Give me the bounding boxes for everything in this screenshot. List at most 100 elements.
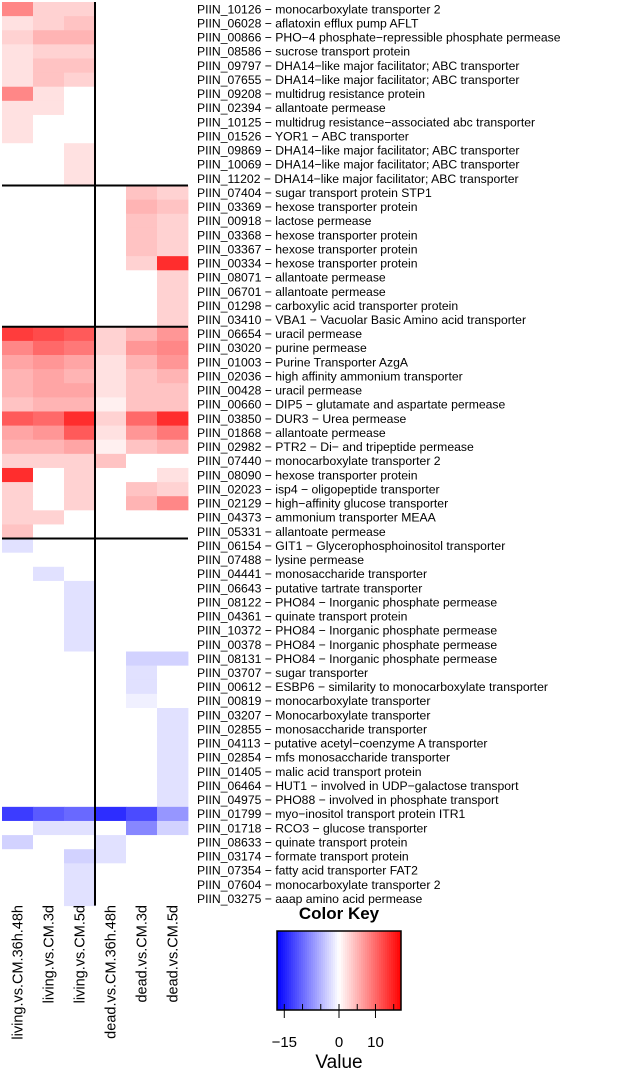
row-label: PIIN_00819 − monocarboxylate transporter bbox=[197, 694, 430, 708]
heatmap-cell bbox=[2, 863, 34, 878]
heatmap-cell bbox=[157, 439, 189, 455]
heatmap-cell bbox=[64, 425, 96, 441]
heatmap-cell bbox=[95, 397, 127, 412]
row-label: PIIN_07488 − lysine permease bbox=[197, 553, 364, 567]
row-label: PIIN_06464 − HUT1 − involved in UDP−gala… bbox=[197, 779, 519, 793]
heatmap-cell bbox=[2, 623, 34, 638]
row-label: PIIN_06154 − GIT1 − Glycerophosphoinosit… bbox=[197, 539, 505, 553]
heatmap-cell bbox=[64, 778, 96, 794]
heatmap-cell bbox=[64, 637, 96, 652]
heatmap-cell bbox=[64, 835, 96, 850]
row-label: PIIN_08122 − PHO84 − Inorganic phosphate… bbox=[197, 595, 497, 609]
heatmap-cell bbox=[64, 764, 96, 779]
heatmap-cell bbox=[95, 651, 127, 667]
heatmap-cell bbox=[64, 242, 96, 257]
heatmap-cell bbox=[2, 439, 34, 455]
heatmap-cell bbox=[33, 114, 65, 130]
heatmap-cell bbox=[95, 891, 127, 907]
color-key-swatch bbox=[327, 931, 330, 1010]
heatmap-cell bbox=[157, 736, 189, 751]
heatmap-cell bbox=[33, 298, 65, 314]
heatmap-cell bbox=[2, 877, 34, 892]
heatmap-cell bbox=[157, 114, 189, 130]
heatmap-cell bbox=[95, 835, 127, 850]
heatmap-cell bbox=[126, 100, 158, 116]
row-label: PIIN_03367 − hexose transporter protein bbox=[197, 242, 418, 256]
heatmap-cell bbox=[95, 242, 127, 257]
heatmap-cell bbox=[157, 835, 189, 850]
heatmap-cell bbox=[33, 2, 65, 17]
heatmap-cell bbox=[126, 439, 158, 455]
heatmap-cell bbox=[64, 693, 96, 709]
heatmap-cell bbox=[95, 72, 127, 88]
heatmap-cell bbox=[157, 665, 189, 681]
heatmap-cell bbox=[2, 2, 34, 17]
heatmap-cell bbox=[33, 439, 65, 455]
heatmap-cell bbox=[157, 355, 189, 370]
heatmap-cell bbox=[33, 750, 65, 765]
heatmap-cell bbox=[126, 708, 158, 723]
heatmap-cell bbox=[33, 806, 65, 822]
row-label: PIIN_04113 − putative acetyl−coenzyme A … bbox=[197, 737, 487, 751]
heatmap-cell bbox=[64, 129, 96, 144]
heatmap-cell bbox=[157, 623, 189, 638]
heatmap-cell bbox=[157, 595, 189, 610]
column-label: dead.vs.CM.36h.48h bbox=[104, 905, 120, 1039]
heatmap-cell bbox=[126, 58, 158, 73]
heatmap-cell bbox=[33, 86, 65, 102]
color-key-swatch bbox=[295, 931, 298, 1010]
row-label: PIIN_03707 − sugar transporter bbox=[197, 666, 368, 680]
heatmap-cell bbox=[157, 383, 189, 398]
heatmap-cell bbox=[126, 524, 158, 539]
heatmap-cell bbox=[95, 722, 127, 737]
heatmap-cell bbox=[126, 679, 158, 695]
heatmap-cell bbox=[126, 792, 158, 808]
heatmap-cell bbox=[33, 482, 65, 497]
heatmap-cell bbox=[95, 298, 127, 314]
heatmap-cell bbox=[157, 750, 189, 765]
heatmap-cell bbox=[95, 369, 127, 384]
heatmap-cell bbox=[33, 467, 65, 483]
heatmap-cell bbox=[157, 185, 189, 201]
heatmap-cell bbox=[157, 538, 189, 554]
heatmap-cell bbox=[157, 340, 189, 356]
heatmap-cell bbox=[2, 679, 34, 695]
heatmap-cell bbox=[33, 722, 65, 737]
heatmap-cell bbox=[33, 171, 65, 186]
row-label: PIIN_08131 − PHO84 − Inorganic phosphate… bbox=[197, 652, 497, 666]
heatmap-cell bbox=[126, 552, 158, 568]
heatmap-cell bbox=[95, 100, 127, 116]
heatmap-cell bbox=[2, 100, 34, 116]
color-key-swatch bbox=[353, 931, 356, 1010]
heatmap-cell bbox=[95, 44, 127, 59]
heatmap-cell bbox=[33, 538, 65, 554]
heatmap-cell bbox=[157, 425, 189, 441]
heatmap-cell bbox=[2, 849, 34, 864]
heatmap-cell bbox=[126, 227, 158, 243]
heatmap-cell bbox=[64, 849, 96, 864]
color-key-swatch bbox=[349, 931, 352, 1010]
heatmap-cell bbox=[126, 665, 158, 681]
heatmap-cell bbox=[33, 609, 65, 624]
heatmap-cell bbox=[33, 72, 65, 88]
heatmap-cell bbox=[64, 397, 96, 412]
heatmap-cell bbox=[64, 722, 96, 737]
heatmap-cell bbox=[126, 72, 158, 88]
row-label: PIIN_01718 − RCO3 − glucose transporter bbox=[197, 821, 427, 835]
heatmap-cell bbox=[2, 764, 34, 779]
heatmap-cell bbox=[2, 129, 34, 144]
heatmap-cell bbox=[126, 369, 158, 384]
heatmap-cell bbox=[126, 467, 158, 483]
color-key-swatch bbox=[373, 931, 376, 1010]
heatmap-cell bbox=[126, 820, 158, 836]
row-label: PIIN_04373 − ammonium transporter MEAA bbox=[197, 511, 437, 525]
color-key-swatch bbox=[297, 931, 300, 1010]
heatmap-cell bbox=[2, 820, 34, 836]
heatmap-cell bbox=[33, 284, 65, 299]
heatmap-cell bbox=[2, 693, 34, 709]
heatmap-cell bbox=[126, 355, 158, 370]
row-label: PIIN_04361 − quinate transport protein bbox=[197, 610, 407, 624]
heatmap-cell bbox=[33, 595, 65, 610]
heatmap-cell bbox=[2, 242, 34, 257]
color-key-swatch bbox=[317, 931, 320, 1010]
